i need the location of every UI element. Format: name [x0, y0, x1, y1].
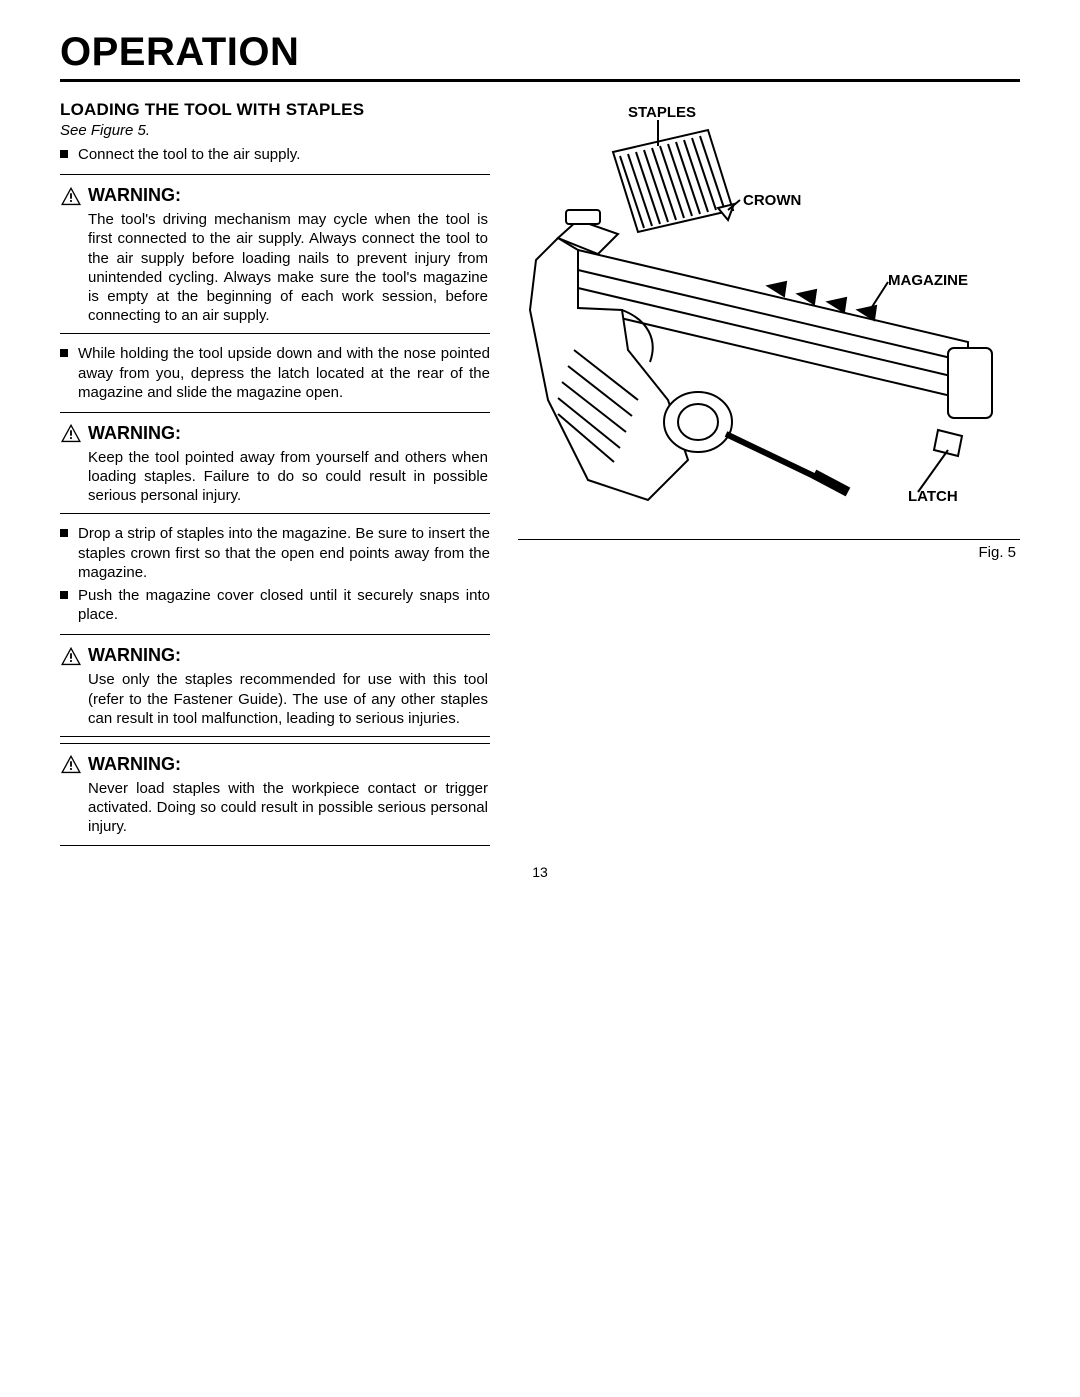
bullet-text: Push the magazine cover closed until it …	[78, 586, 490, 624]
divider	[60, 736, 490, 737]
divider	[60, 333, 490, 334]
bullet-item: Drop a strip of staples into the magazin…	[60, 524, 490, 582]
divider	[60, 845, 490, 846]
warning-block: WARNING: Use only the staples recommende…	[60, 645, 490, 728]
bullet-item: Push the magazine cover closed until it …	[60, 586, 490, 624]
divider	[60, 412, 490, 413]
bullet-item: While holding the tool upside down and w…	[60, 344, 490, 402]
figure-caption: Fig. 5	[978, 544, 1016, 561]
bullet-marker	[60, 529, 68, 537]
warning-block: WARNING: Keep the tool pointed away from…	[60, 423, 490, 506]
divider	[60, 634, 490, 635]
tool-illustration	[518, 100, 998, 530]
bullet-marker	[60, 591, 68, 599]
warning-text: The tool's driving mechanism may cycle w…	[60, 210, 490, 325]
warning-text: Keep the tool pointed away from yourself…	[60, 448, 490, 506]
warning-label: WARNING:	[88, 423, 181, 444]
see-figure-ref: See Figure 5.	[60, 122, 490, 139]
divider	[60, 513, 490, 514]
divider	[60, 174, 490, 175]
warning-block: WARNING: The tool's driving mechanism ma…	[60, 185, 490, 325]
warning-block: WARNING: Never load staples with the wor…	[60, 754, 490, 837]
bullet-text: Connect the tool to the air supply.	[78, 145, 490, 164]
page-title: OPERATION	[60, 30, 1020, 82]
bullet-marker	[60, 349, 68, 357]
section-heading: LOADING THE TOOL WITH STAPLES	[60, 100, 490, 120]
page-number: 13	[0, 864, 1080, 880]
warning-text: Use only the staples recommended for use…	[60, 670, 490, 728]
warning-text: Never load staples with the workpiece co…	[60, 779, 490, 837]
bullet-text: Drop a strip of staples into the magazin…	[78, 524, 490, 582]
warning-label: WARNING:	[88, 185, 181, 206]
warning-icon	[60, 423, 82, 443]
bullet-marker	[60, 150, 68, 158]
warning-icon	[60, 186, 82, 206]
warning-label: WARNING:	[88, 754, 181, 775]
warning-icon	[60, 646, 82, 666]
warning-label: WARNING:	[88, 645, 181, 666]
warning-icon	[60, 754, 82, 774]
divider	[60, 743, 490, 744]
bullet-text: While holding the tool upside down and w…	[78, 344, 490, 402]
bullet-item: Connect the tool to the air supply.	[60, 145, 490, 164]
figure-5: STAPLES CROWN MAGAZINE LATCH	[518, 100, 1020, 540]
